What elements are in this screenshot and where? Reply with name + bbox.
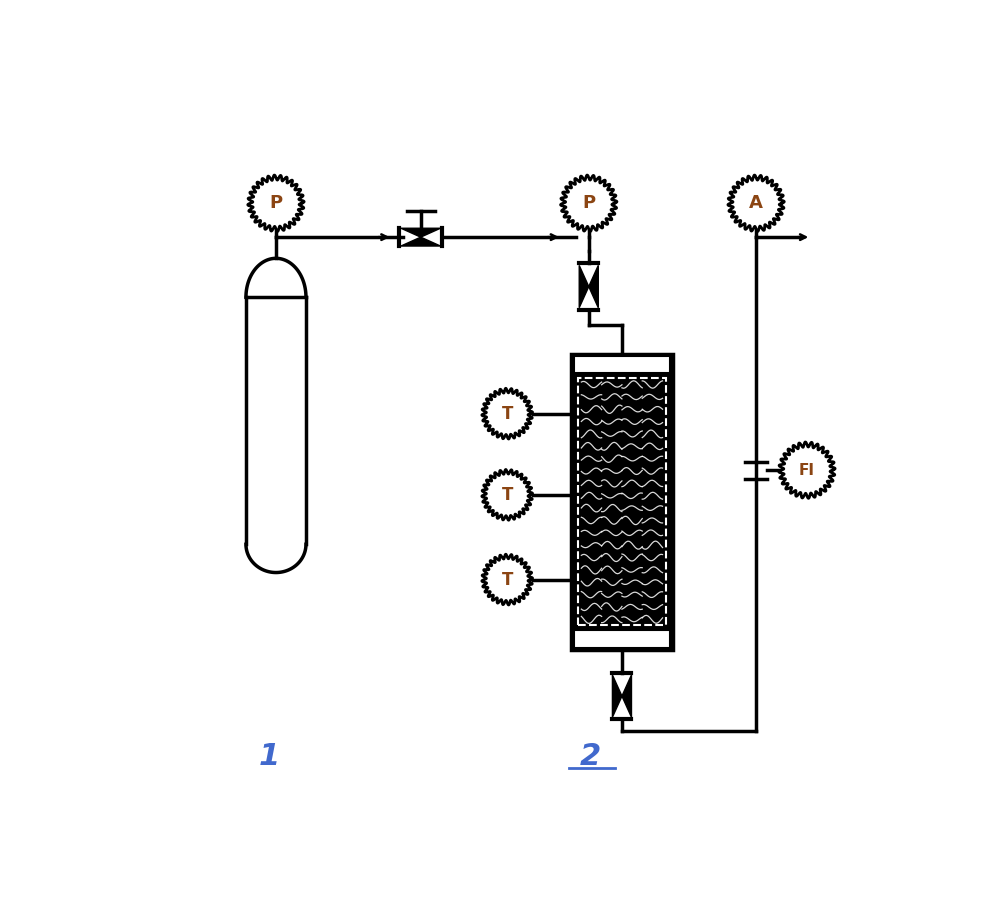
Text: T: T (502, 404, 513, 423)
Text: 2: 2 (580, 742, 601, 770)
Circle shape (733, 180, 779, 226)
Polygon shape (589, 265, 598, 308)
Bar (574, 630, 670, 648)
Text: P: P (582, 194, 595, 212)
Polygon shape (401, 228, 440, 238)
Text: T: T (502, 570, 513, 589)
Text: P: P (269, 194, 283, 212)
Text: T: T (502, 486, 513, 503)
Circle shape (784, 447, 830, 493)
Circle shape (486, 474, 528, 515)
Polygon shape (622, 675, 631, 717)
Bar (578, 379, 666, 625)
Circle shape (253, 180, 299, 226)
Bar (574, 356, 670, 373)
Polygon shape (579, 265, 589, 308)
Text: FI: FI (799, 463, 815, 478)
Circle shape (566, 180, 612, 226)
Circle shape (486, 558, 528, 601)
Circle shape (486, 392, 528, 435)
Bar (571, 354, 673, 650)
Polygon shape (612, 675, 622, 717)
Text: A: A (749, 194, 763, 212)
Polygon shape (401, 238, 440, 246)
Text: 1: 1 (258, 742, 280, 770)
Bar (246, 297, 306, 545)
